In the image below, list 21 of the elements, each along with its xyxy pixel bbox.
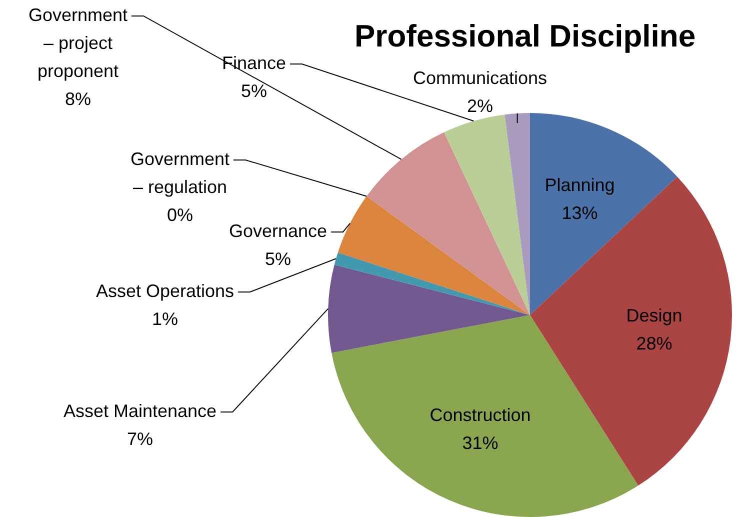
data-label: 13% [562, 203, 598, 224]
slice-label: Planning [544, 175, 615, 196]
slice-label: Design [626, 306, 682, 326]
data-label: 2% [466, 96, 494, 116]
data-label: 5% [240, 80, 268, 101]
data-label: 31% [462, 432, 498, 453]
slice-label: Asset Maintenance [63, 400, 217, 421]
category-label: Government – regulation [130, 148, 230, 197]
data-label: 28% [636, 334, 672, 354]
slice-label: Government – project proponent [28, 4, 128, 81]
data-label: 7% [126, 428, 154, 449]
slice-label: Governance [228, 220, 328, 241]
chart-title: Professional Discipline [354, 18, 696, 54]
data-label: 1% [152, 308, 178, 329]
text: 0% [166, 204, 194, 225]
slice-label: Asset Operations [96, 280, 234, 301]
slice-label: Construction [430, 404, 531, 425]
data-label: 5% [264, 248, 292, 269]
slice-label: Communications [412, 68, 548, 88]
data-label: 8% [64, 88, 92, 109]
slice-label: Finance [222, 52, 286, 73]
